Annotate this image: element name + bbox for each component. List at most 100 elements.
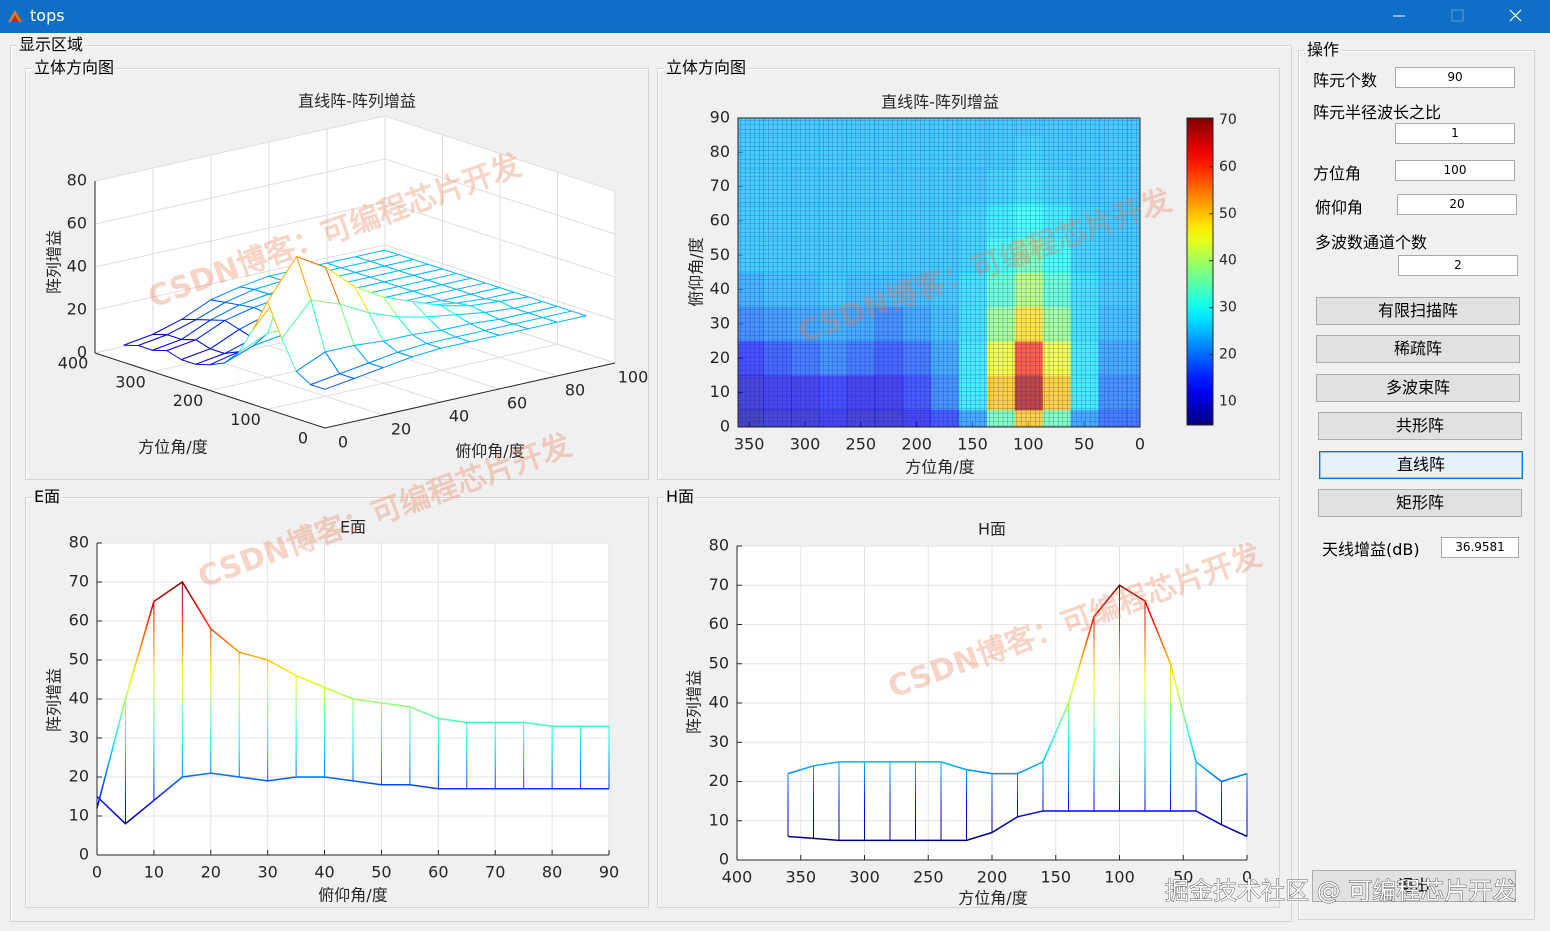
panel-title: E面 (32, 487, 63, 507)
y-tick-label: 40 (710, 279, 730, 298)
x-tick-label: 100 (230, 410, 261, 429)
maximize[interactable] (1451, 9, 1464, 22)
field-label: 俯仰角 (1315, 198, 1364, 217)
y-tick-label: 40 (449, 407, 469, 426)
colorbar-tick-label: 60 (1219, 159, 1237, 175)
y-tick-label: 50 (709, 653, 729, 672)
x-tick-label: 150 (957, 435, 988, 454)
button[interactable]: 多波束阵 (1316, 374, 1520, 402)
grid-line (384, 244, 616, 321)
x-axis-label: 俯仰角/度 (318, 886, 387, 905)
x-tick-label: 400 (58, 354, 89, 373)
button[interactable]: 矩形阵 (1318, 489, 1522, 517)
y-tick-label: 90 (710, 108, 730, 127)
button[interactable]: 共形阵 (1318, 412, 1522, 440)
exit-button[interactable]: 退出 (1312, 870, 1516, 902)
y-tick-label: 30 (709, 732, 729, 751)
y-tick-label: 20 (69, 767, 89, 786)
x-tick-label: 50 (1074, 435, 1094, 454)
chart-panel: 立体方向图 (657, 58, 1280, 480)
app-icon (8, 10, 22, 22)
panel-title: H面 (664, 487, 697, 507)
chart-panel: E面 (25, 487, 649, 908)
colorbar-tick-label: 20 (1219, 347, 1237, 363)
y-tick-label: 30 (69, 728, 89, 747)
window-controls[interactable] (1375, 0, 1550, 33)
x-tick-label: 100 (1104, 868, 1135, 887)
y-tick-label: 20 (391, 420, 411, 439)
x-tick-label: 80 (542, 863, 562, 882)
x-axis-label: 方位角/度 (905, 458, 974, 477)
x-tick-label: 400 (722, 868, 753, 887)
y-tick-label: 10 (69, 806, 89, 825)
field-input[interactable]: 2 (1398, 255, 1518, 276)
chart-title: H面 (978, 520, 1006, 539)
y-tick-label: 60 (507, 394, 527, 413)
button[interactable]: 稀疏阵 (1316, 335, 1520, 363)
gain-label: 天线增益(dB) (1322, 540, 1420, 559)
y-tick-label: 20 (709, 771, 729, 790)
z-tick-label: 80 (67, 171, 87, 190)
field-input[interactable]: 100 (1395, 160, 1515, 181)
y-axis-label: 俯仰角/度 (687, 237, 706, 306)
button[interactable]: 直线阵 (1319, 451, 1523, 479)
controls-panel: 操作 (1298, 40, 1535, 920)
surface-face (310, 373, 355, 390)
x-tick-label: 50 (371, 863, 391, 882)
z-tick-label: 60 (67, 214, 87, 233)
x-tick-label: 300 (790, 435, 821, 454)
z-axis-label: 阵列增益 (45, 230, 64, 294)
panel-title: 操作 (1305, 40, 1342, 60)
y-tick-label: 40 (69, 689, 89, 708)
y-axis-label: 俯仰角/度 (455, 442, 524, 461)
x-tick-label: 300 (849, 868, 880, 887)
x-tick-label: 150 (1040, 868, 1071, 887)
y-tick-label: 80 (710, 142, 730, 161)
y-tick-label: 100 (618, 368, 649, 387)
colorbar-tick-label: 50 (1219, 206, 1237, 222)
grid-line (267, 343, 558, 410)
y-tick-label: 70 (69, 572, 89, 591)
button[interactable]: 有限扫描阵 (1316, 297, 1520, 325)
grid-line (384, 158, 616, 235)
axis-line (94, 352, 616, 429)
series-line (96, 772, 609, 825)
x-tick-label: 0 (298, 429, 308, 448)
x-tick-label: 100 (1013, 435, 1044, 454)
x-tick-label: 250 (913, 868, 944, 887)
y-tick-label: 80 (565, 381, 585, 400)
field-input[interactable]: 1 (1395, 123, 1515, 144)
y-axis-label: 阵列增益 (45, 668, 64, 732)
x-tick-label: 30 (257, 863, 277, 882)
y-tick-label: 50 (69, 650, 89, 669)
chart-title: 直线阵-阵列增益 (881, 93, 999, 112)
x-tick-label: 20 (201, 863, 221, 882)
x-tick-label: 300 (115, 372, 146, 391)
chart-panel: H面 (657, 487, 1280, 908)
field-input[interactable]: 90 (1395, 67, 1515, 88)
y-tick-label: 80 (709, 536, 729, 555)
x-tick-label: 60 (428, 863, 448, 882)
field-label: 阵元半径波长之比 (1313, 103, 1442, 122)
x-axis-label: 方位角/度 (958, 889, 1027, 908)
x-axis-label: 方位角/度 (138, 438, 207, 457)
y-tick-label: 40 (709, 693, 729, 712)
y-tick-label: 30 (710, 314, 730, 333)
y-tick-label: 50 (710, 245, 730, 264)
close[interactable] (1509, 9, 1522, 22)
field-label: 方位角 (1313, 164, 1362, 183)
panel-title: 立体方向图 (32, 58, 117, 78)
y-tick-label: 60 (709, 614, 729, 633)
field-input[interactable]: 20 (1397, 194, 1517, 215)
x-tick-label: 250 (846, 435, 877, 454)
y-tick-label: 0 (720, 417, 730, 436)
y-tick-label: 70 (709, 575, 729, 594)
x-tick-label: 200 (173, 391, 204, 410)
series-line (787, 584, 1248, 783)
colorbar-tick-label: 10 (1219, 394, 1237, 410)
grid-line (384, 201, 616, 278)
y-tick-label: 10 (710, 382, 730, 401)
x-tick-label: 70 (485, 863, 505, 882)
y-tick-label: 60 (69, 611, 89, 630)
colorbar-tick-label: 70 (1219, 112, 1237, 128)
